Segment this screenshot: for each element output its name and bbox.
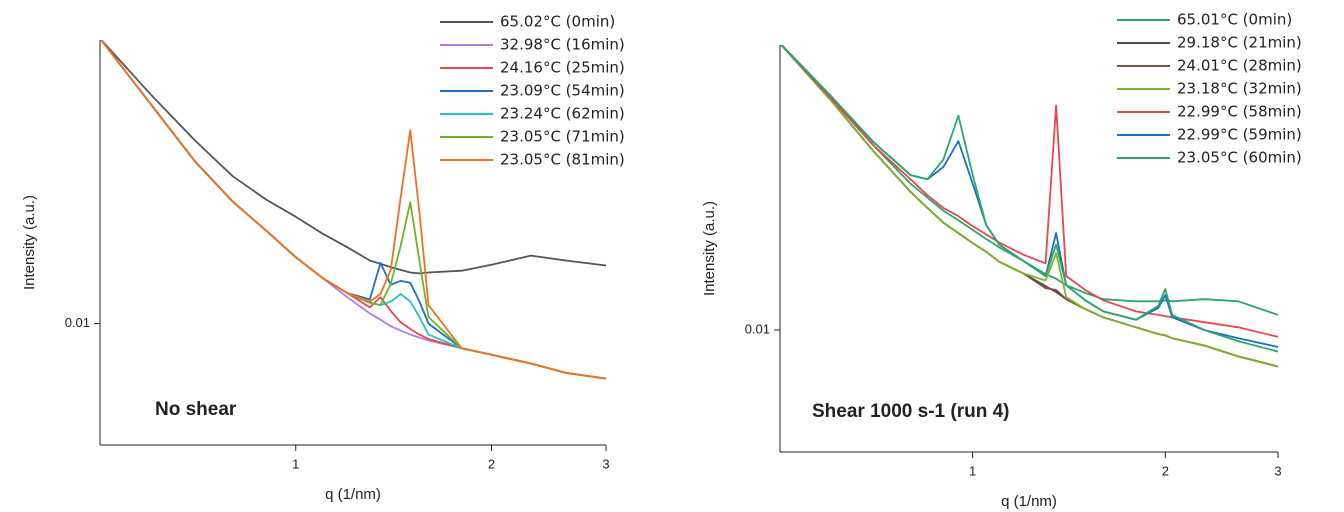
x-tick-label: 2 xyxy=(1162,463,1169,478)
y-axis-label: Intensity (a.u.) xyxy=(701,201,718,296)
legend-label: 23.05°C (71min) xyxy=(500,128,625,146)
legend-label: 22.99°C (58min) xyxy=(1177,103,1302,121)
x-axis-label: q (1/nm) xyxy=(1001,493,1057,510)
data-line xyxy=(780,45,1278,338)
legend-label: 23.09°C (54min) xyxy=(500,82,625,100)
x-tick-label: 3 xyxy=(602,456,609,471)
x-axis-label: q (1/nm) xyxy=(325,486,381,503)
legend-label: 24.01°C (28min) xyxy=(1177,57,1302,75)
legend-label: 32.98°C (16min) xyxy=(500,36,625,54)
x-tick-label: 3 xyxy=(1274,463,1281,478)
data-line xyxy=(100,40,606,380)
legend-label: 29.18°C (21min) xyxy=(1177,34,1302,52)
legend-label: 23.05°C (81min) xyxy=(500,151,625,169)
legend-label: 23.18°C (32min) xyxy=(1177,80,1302,98)
annotation: No shear xyxy=(155,399,237,420)
x-tick-label: 2 xyxy=(488,456,495,471)
y-axis-label: Intensity (a.u.) xyxy=(21,195,38,290)
data-line xyxy=(780,45,1278,353)
data-line xyxy=(780,45,1278,368)
data-line xyxy=(100,40,606,275)
legend-label: 65.02°C (0min) xyxy=(500,13,615,31)
legend-label: 22.99°C (59min) xyxy=(1177,126,1302,144)
legend-label: 24.16°C (25min) xyxy=(500,59,625,77)
legend-label: 23.24°C (62min) xyxy=(500,105,625,123)
legend-label: 23.05°C (60min) xyxy=(1177,149,1302,167)
y-tick-label: 0.01 xyxy=(745,321,770,336)
x-tick-label: 1 xyxy=(969,463,976,478)
legend-label: 65.01°C (0min) xyxy=(1177,11,1292,29)
annotation: Shear 1000 s-1 (run 4) xyxy=(812,401,1009,422)
x-tick-label: 1 xyxy=(292,456,299,471)
y-tick-label: 0.01 xyxy=(65,315,90,330)
